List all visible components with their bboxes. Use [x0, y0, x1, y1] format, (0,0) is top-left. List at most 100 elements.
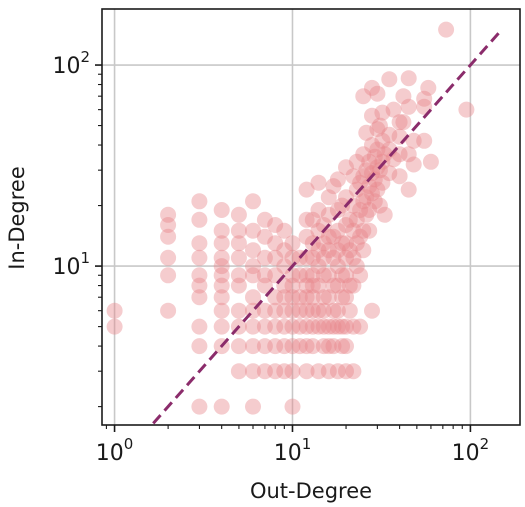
data-point-210: [364, 137, 380, 153]
x-tick-label-2: 101: [274, 435, 312, 466]
data-point-252: [420, 79, 437, 96]
data-point-43: [245, 242, 261, 259]
data-point-105: [298, 363, 315, 380]
data-point-87: [284, 363, 301, 380]
data-point-212: [364, 185, 380, 202]
data-point-117: [310, 222, 327, 239]
data-point-154: [329, 302, 346, 319]
data-point-95: [298, 181, 315, 198]
data-point-148: [329, 171, 346, 188]
data-point-162: [334, 338, 351, 355]
data-point-204: [361, 153, 378, 170]
y-axis-label: In-Degree: [5, 166, 29, 270]
data-point-124: [315, 217, 332, 233]
data-point-208: [364, 79, 380, 96]
y-tick-label-1-exp: 1: [80, 249, 90, 267]
y-tick-label-2: 102: [52, 48, 90, 79]
data-point-220: [369, 159, 386, 176]
data-point-35: [230, 267, 247, 284]
data-point-119: [310, 258, 327, 275]
data-point-102: [298, 302, 315, 319]
data-point-62: [267, 235, 284, 252]
x-tick-label-1: 100: [96, 435, 134, 466]
data-point-108: [304, 249, 321, 266]
data-point-129: [315, 302, 332, 319]
data-point-231: [381, 71, 398, 88]
data-point-157: [334, 197, 351, 214]
data-point-132: [320, 189, 337, 206]
data-point-14: [191, 277, 208, 294]
data-point-57: [256, 302, 273, 319]
data-point-70: [276, 222, 293, 239]
data-point-33: [230, 235, 247, 252]
data-point-48: [245, 318, 261, 335]
data-point-21: [213, 235, 230, 252]
data-point-6: [160, 249, 177, 266]
data-point-109: [304, 267, 321, 284]
data-point-176: [341, 302, 358, 319]
data-point-100: [298, 277, 315, 294]
data-point-228: [374, 174, 391, 191]
data-point-221: [369, 181, 386, 198]
data-point-227: [374, 153, 391, 170]
data-point-163: [338, 159, 354, 176]
plot-frame: [101, 8, 521, 426]
data-point-96: [298, 211, 315, 228]
data-point-192: [352, 267, 369, 284]
data-point-167: [338, 249, 354, 266]
data-point-9: [191, 193, 208, 210]
data-point-166: [338, 235, 354, 252]
data-point-226: [374, 132, 391, 149]
reference-line: [152, 28, 503, 425]
data-point-145: [325, 302, 342, 319]
data-point-222: [371, 117, 388, 134]
data-point-3: [160, 206, 177, 223]
data-point-121: [310, 302, 327, 319]
data-point-254: [438, 21, 455, 38]
data-point-37: [230, 302, 247, 319]
data-point-242: [395, 114, 412, 131]
data-point-144: [325, 277, 342, 294]
data-point-135: [320, 242, 337, 259]
data-point-50: [245, 363, 261, 380]
data-point-253: [422, 153, 439, 170]
data-point-5: [160, 228, 177, 245]
x-axis-label: Out-Degree: [250, 479, 372, 503]
data-point-60: [256, 363, 273, 380]
x-tick-label-3: 102: [452, 435, 490, 466]
data-point-237: [391, 114, 408, 131]
data-point-245: [400, 146, 417, 163]
data-point-184: [348, 153, 365, 170]
data-point-217: [369, 85, 386, 102]
data-point-137: [320, 289, 337, 306]
data-point-91: [291, 289, 308, 306]
data-point-122: [310, 318, 327, 335]
data-point-112: [304, 302, 321, 319]
data-point-68: [267, 338, 284, 355]
data-point-205: [361, 178, 378, 195]
data-point-80: [284, 249, 301, 266]
data-point-99: [298, 267, 315, 284]
data-point-32: [230, 222, 247, 239]
data-point-232: [381, 126, 398, 143]
x-tick-label-1-base: 10: [96, 441, 124, 466]
data-point-152: [329, 258, 346, 275]
data-point-171: [338, 338, 354, 355]
data-point-25: [213, 277, 230, 294]
data-point-185: [348, 181, 365, 198]
data-point-94: [291, 338, 308, 355]
data-point-84: [284, 302, 301, 319]
data-point-75: [276, 302, 293, 319]
data-point-181: [345, 277, 362, 294]
data-point-42: [245, 222, 261, 239]
data-point-175: [341, 277, 358, 294]
data-point-116: [310, 202, 327, 218]
data-point-81: [284, 267, 301, 284]
data-point-200: [358, 124, 375, 141]
data-point-56: [256, 277, 273, 294]
data-point-110: [304, 277, 321, 294]
data-point-158: [334, 235, 351, 252]
data-point-101: [298, 289, 315, 306]
data-point-120: [310, 277, 327, 294]
data-point-36: [230, 277, 247, 294]
